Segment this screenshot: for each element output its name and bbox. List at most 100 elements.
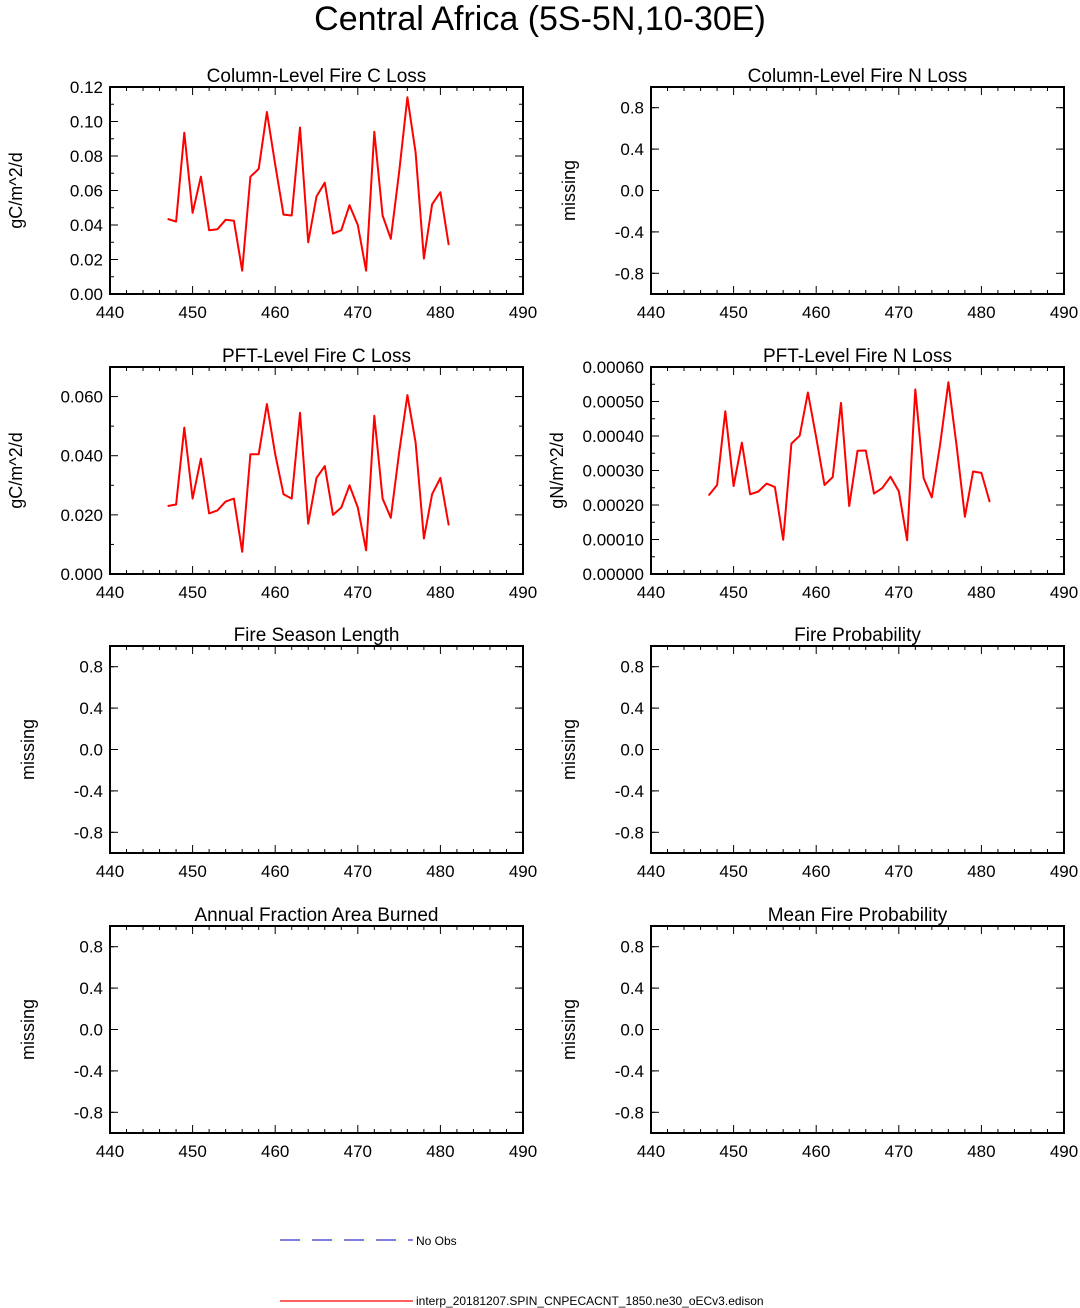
panel-title: Column-Level Fire C Loss (207, 66, 427, 87)
data-point (357, 506, 359, 508)
data-point (914, 388, 916, 390)
panel-title: PFT-Level Fire C Loss (222, 346, 411, 367)
data-point (373, 415, 375, 417)
data-point (906, 539, 908, 541)
y-tick-label: -0.4 (615, 1062, 644, 1081)
y-tick-label: -0.4 (615, 223, 644, 242)
data-point (815, 436, 817, 438)
y-tick-label: -0.4 (74, 1062, 103, 1081)
data-point (757, 491, 759, 493)
data-point (175, 221, 177, 223)
data-point (316, 196, 317, 198)
y-tick-label: 0.00000 (583, 565, 644, 584)
data-point (881, 487, 883, 489)
y-tick-label: 0.4 (79, 979, 103, 998)
data-point (324, 465, 326, 467)
data-point (216, 509, 218, 511)
legend: No Obs interp_20181207.SPIN_CNPECACNT_18… (280, 1234, 764, 1308)
data-point (291, 498, 293, 500)
data-point (307, 241, 309, 243)
y-tick-label: 0.0 (79, 741, 103, 760)
data-point (183, 132, 185, 134)
data-point (857, 450, 858, 452)
series-line (167, 394, 450, 553)
y-tick-label: 0.8 (79, 658, 103, 677)
panel-title: PFT-Level Fire N Loss (763, 346, 952, 367)
data-point (406, 394, 408, 396)
data-point (249, 453, 251, 455)
y-tick-label: 0.000 (60, 565, 103, 584)
y-tick-label: 0.08 (70, 147, 103, 166)
data-point (382, 215, 384, 217)
y-axis-label: gN/m^2/d (547, 432, 567, 508)
data-point (398, 171, 400, 173)
data-point (964, 516, 966, 518)
data-point (782, 539, 784, 541)
x-tick-label: 470 (344, 303, 372, 322)
y-tick-label: 0.02 (70, 251, 103, 270)
x-tick-label: 490 (1050, 303, 1078, 322)
data-point (823, 484, 825, 486)
x-tick-label: 440 (96, 862, 124, 881)
y-tick-label: -0.8 (74, 1103, 103, 1122)
plot-frame (109, 645, 524, 854)
data-point (175, 504, 177, 506)
x-tick-label: 470 (344, 583, 372, 602)
data-point (749, 493, 751, 495)
y-tick-label: -0.8 (615, 264, 644, 283)
x-tick-label: 490 (509, 1142, 537, 1161)
data-point (192, 212, 194, 214)
plot-frame (650, 366, 1065, 575)
x-tick-label: 460 (802, 862, 830, 881)
y-tick-label: 0.00040 (583, 427, 644, 446)
data-point (980, 472, 982, 474)
y-tick-label: 0.8 (79, 938, 103, 957)
x-tick-label: 490 (509, 862, 537, 881)
data-point (332, 514, 334, 516)
y-tick-label: 0.06 (70, 182, 103, 201)
x-tick-label: 470 (885, 1142, 913, 1161)
y-axis-label: gC/m^2/d (6, 152, 26, 228)
data-point (873, 493, 875, 495)
data-point (233, 498, 235, 500)
data-point (415, 441, 417, 443)
data-point (340, 229, 342, 231)
data-point (382, 498, 384, 500)
data-point (840, 402, 842, 404)
y-tick-label: 0.0 (620, 1021, 644, 1040)
data-point (741, 442, 743, 444)
data-point (282, 214, 284, 216)
data-point (923, 477, 925, 479)
data-point (423, 258, 425, 260)
y-tick-label: -0.4 (74, 782, 103, 801)
legend-obs-label: No Obs (416, 1234, 457, 1248)
x-tick-label: 440 (637, 303, 665, 322)
x-tick-label: 440 (637, 583, 665, 602)
y-tick-label: 0.00030 (583, 462, 644, 481)
data-point (448, 524, 450, 526)
x-tick-label: 440 (96, 1142, 124, 1161)
y-tick-label: 0.00020 (583, 496, 644, 515)
y-axis-label: missing (559, 719, 579, 780)
panel-title: Mean Fire Probability (768, 905, 948, 926)
data-point (241, 270, 243, 272)
x-tick-label: 440 (637, 862, 665, 881)
x-tick-label: 470 (885, 583, 913, 602)
data-point (233, 220, 235, 222)
data-point (225, 501, 227, 503)
legend-model-label: interp_20181207.SPIN_CNPECACNT_1850.ne30… (416, 1294, 764, 1308)
y-tick-label: 0.00 (70, 285, 103, 304)
data-point (431, 493, 433, 495)
data-point (324, 182, 326, 184)
series-line (708, 381, 991, 542)
y-tick-label: 0.8 (620, 938, 644, 957)
chart-panel-3: PFT-Level Fire C Loss 440 450 460 470 480 490 0… (6, 346, 537, 602)
plot-frame (109, 925, 524, 1134)
data-point (274, 453, 276, 455)
x-tick-label: 490 (509, 583, 537, 602)
data-point (216, 228, 218, 230)
y-tick-label: 0.00050 (583, 393, 644, 412)
y-tick-label: -0.4 (615, 782, 644, 801)
data-point (249, 176, 251, 178)
chart-panel-1: Column-Level Fire C Loss 440 450 460 470 480 4… (6, 66, 537, 322)
